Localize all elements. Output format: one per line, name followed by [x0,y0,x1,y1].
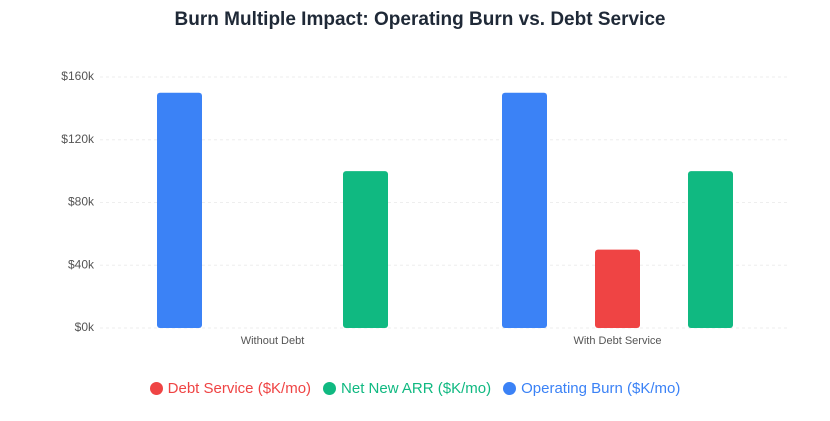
legend-swatch [323,382,337,395]
legend-swatch [503,382,517,395]
chart-title: Burn Multiple Impact: Operating Burn vs.… [175,9,666,30]
x-tick-label: With Debt Service [573,335,661,347]
legend: Debt Service ($K/mo) Net New ARR ($K/mo) O… [0,380,830,397]
legend-item[interactable]: Debt Service ($K/mo) [149,380,312,397]
y-tick-label: $80k [68,195,95,209]
legend-label: Net New ARR ($K/mo) [341,380,492,397]
legend-label: Operating Burn ($K/mo) [521,380,681,397]
legend-item[interactable]: Net New ARR ($K/mo) [323,380,491,397]
y-tick-label: $40k [68,257,95,271]
bar [157,92,202,328]
y-tick-label: $120k [61,132,95,146]
chart: Burn Multiple Impact: Operating Burn vs.… [61,9,790,347]
legend-label: Debt Service ($K/mo) [167,380,312,397]
y-tick-label: $0k [75,320,95,334]
legend-swatch [149,382,163,395]
bar [688,171,733,328]
x-tick-label: Without Debt [241,335,305,347]
y-tick-label: $160k [61,69,95,83]
bar [502,92,547,328]
bar [343,171,388,328]
bar [595,249,640,328]
legend-item[interactable]: Operating Burn ($K/mo) [503,380,680,397]
